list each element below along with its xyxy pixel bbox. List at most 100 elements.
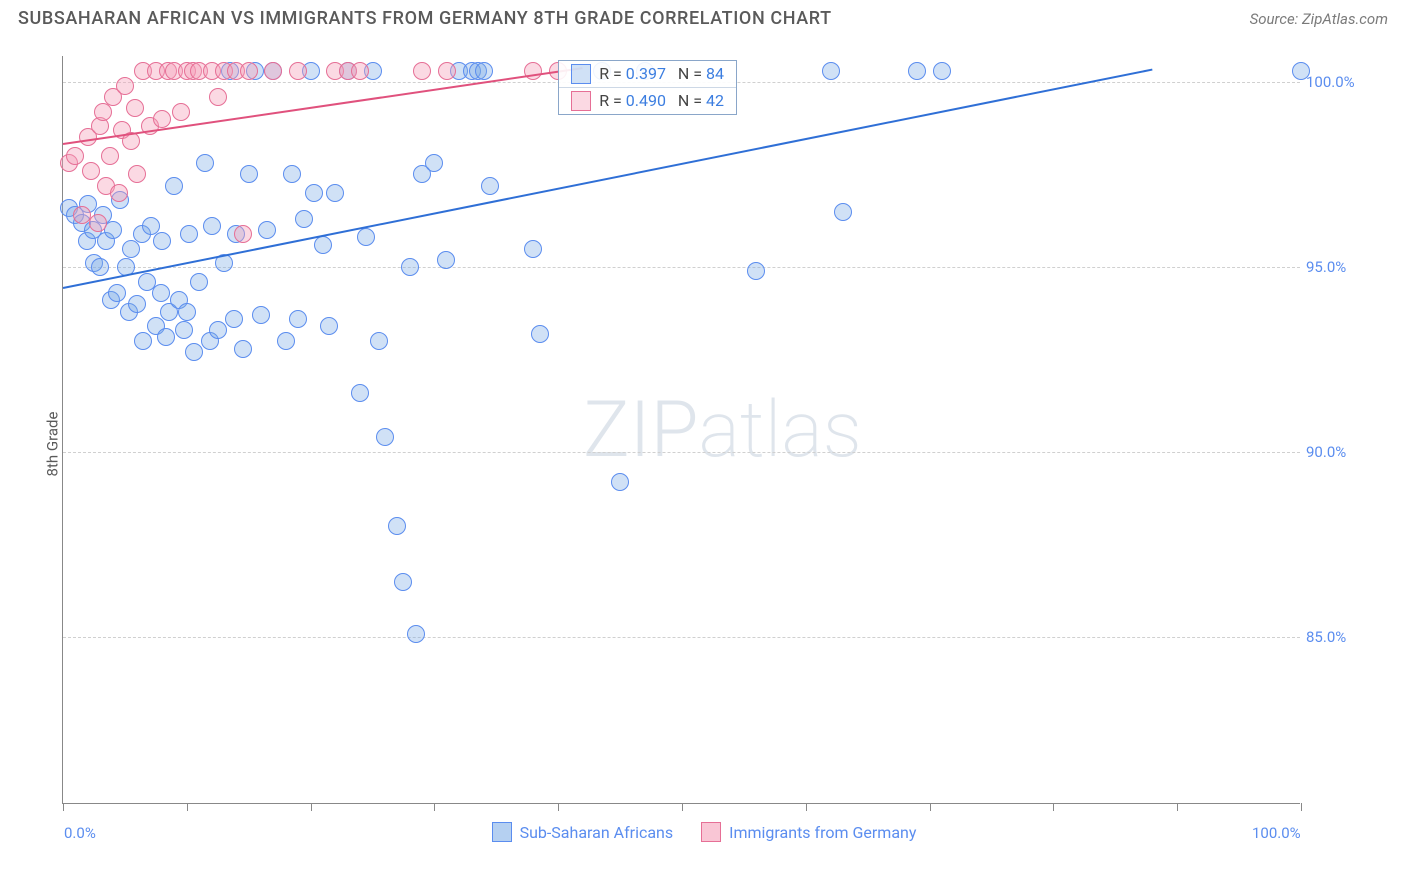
- gridline-h: [63, 267, 1300, 268]
- gridline-h: [63, 637, 1300, 638]
- scatter-point-blue: [394, 573, 412, 591]
- scatter-point-blue: [175, 321, 193, 339]
- scatter-point-blue: [258, 221, 276, 239]
- y-tick-label: 90.0%: [1306, 443, 1370, 461]
- watermark: ZIPatlas: [583, 385, 862, 476]
- scatter-point-blue: [240, 165, 258, 183]
- scatter-point-blue: [320, 317, 338, 335]
- y-tick-label: 85.0%: [1306, 628, 1370, 646]
- scatter-point-blue: [401, 258, 419, 276]
- scatter-point-pink: [128, 165, 146, 183]
- scatter-point-pink: [289, 62, 307, 80]
- scatter-point-pink: [89, 214, 107, 232]
- scatter-point-pink: [264, 62, 282, 80]
- scatter-point-blue: [370, 332, 388, 350]
- x-tick: [558, 803, 559, 811]
- scatter-point-blue: [165, 177, 183, 195]
- x-tick: [63, 803, 64, 811]
- scatter-point-blue: [822, 62, 840, 80]
- x-tick: [187, 803, 188, 811]
- scatter-point-blue: [128, 295, 146, 313]
- x-tick: [434, 803, 435, 811]
- chart-source: Source: ZipAtlas.com: [1250, 10, 1388, 28]
- scatter-point-blue: [475, 62, 493, 80]
- scatter-point-blue: [209, 321, 227, 339]
- legend-swatch-pink: [571, 91, 591, 111]
- scatter-point-blue: [611, 473, 629, 491]
- scatter-point-blue: [388, 517, 406, 535]
- scatter-point-pink: [126, 99, 144, 117]
- x-tick: [806, 803, 807, 811]
- scatter-point-blue: [180, 225, 198, 243]
- scatter-point-blue: [524, 240, 542, 258]
- x-tick: [1177, 803, 1178, 811]
- scatter-point-blue: [91, 258, 109, 276]
- scatter-point-blue: [153, 232, 171, 250]
- stats-text-pink: R = 0.490 N = 42: [599, 91, 724, 110]
- scatter-point-blue: [376, 428, 394, 446]
- y-tick-label: 100.0%: [1306, 73, 1370, 91]
- scatter-point-blue: [357, 228, 375, 246]
- x-tick: [311, 803, 312, 811]
- watermark-bold: ZIP: [583, 385, 699, 476]
- scatter-point-pink: [209, 88, 227, 106]
- scatter-point-pink: [172, 103, 190, 121]
- scatter-point-blue: [108, 284, 126, 302]
- scatter-point-blue: [225, 310, 243, 328]
- scatter-point-blue: [295, 210, 313, 228]
- scatter-point-blue: [481, 177, 499, 195]
- chart-title: SUBSAHARAN AFRICAN VS IMMIGRANTS FROM GE…: [18, 8, 832, 29]
- scatter-point-blue: [196, 154, 214, 172]
- bottom-legend-item: Immigrants from Germany: [701, 820, 916, 844]
- scatter-point-blue: [437, 251, 455, 269]
- scatter-point-blue: [305, 184, 323, 202]
- bottom-legend-label: Immigrants from Germany: [729, 823, 916, 842]
- scatter-point-blue: [157, 328, 175, 346]
- scatter-point-blue: [531, 325, 549, 343]
- scatter-point-blue: [122, 240, 140, 258]
- scatter-point-blue: [178, 303, 196, 321]
- bottom-legend-swatch: [492, 822, 512, 842]
- x-min-label: 0.0%: [64, 824, 96, 842]
- scatter-point-blue: [234, 340, 252, 358]
- scatter-point-blue: [252, 306, 270, 324]
- scatter-point-pink: [413, 62, 431, 80]
- scatter-point-pink: [116, 77, 134, 95]
- scatter-point-blue: [1292, 62, 1310, 80]
- gridline-h: [63, 452, 1300, 453]
- legend-swatch-blue: [571, 64, 591, 84]
- scatter-point-blue: [203, 217, 221, 235]
- scatter-point-blue: [277, 332, 295, 350]
- scatter-plot: ZIPatlas 85.0%90.0%95.0%100.0%R = 0.397 …: [62, 56, 1300, 804]
- scatter-point-pink: [153, 110, 171, 128]
- y-axis-label: 8th Grade: [43, 412, 61, 477]
- x-tick: [930, 803, 931, 811]
- scatter-point-pink: [101, 147, 119, 165]
- bottom-legend-item: Sub-Saharan Africans: [492, 820, 674, 844]
- scatter-point-pink: [438, 62, 456, 80]
- scatter-point-pink: [234, 225, 252, 243]
- x-tick: [1053, 803, 1054, 811]
- bottom-legend-label: Sub-Saharan Africans: [520, 823, 674, 842]
- chart-container: 8th Grade ZIPatlas 85.0%90.0%95.0%100.0%…: [20, 44, 1388, 844]
- stats-text-blue: R = 0.397 N = 84: [599, 64, 724, 83]
- stats-legend-row: R = 0.490 N = 42: [559, 88, 736, 114]
- scatter-point-pink: [351, 62, 369, 80]
- scatter-point-blue: [425, 154, 443, 172]
- chart-header: SUBSAHARAN AFRICAN VS IMMIGRANTS FROM GE…: [0, 0, 1406, 35]
- scatter-point-blue: [326, 184, 344, 202]
- scatter-point-blue: [283, 165, 301, 183]
- scatter-point-blue: [289, 310, 307, 328]
- scatter-point-blue: [185, 343, 203, 361]
- scatter-point-pink: [110, 184, 128, 202]
- scatter-point-blue: [407, 625, 425, 643]
- y-tick-label: 95.0%: [1306, 258, 1370, 276]
- scatter-point-blue: [933, 62, 951, 80]
- watermark-light: atlas: [698, 385, 861, 476]
- bottom-legend-swatch: [701, 822, 721, 842]
- scatter-point-blue: [351, 384, 369, 402]
- bottom-legend: Sub-Saharan Africans Immigrants from Germ…: [20, 820, 1388, 844]
- scatter-point-pink: [82, 162, 100, 180]
- stats-legend: R = 0.397 N = 84 R = 0.490 N = 42: [558, 60, 737, 115]
- scatter-point-blue: [834, 203, 852, 221]
